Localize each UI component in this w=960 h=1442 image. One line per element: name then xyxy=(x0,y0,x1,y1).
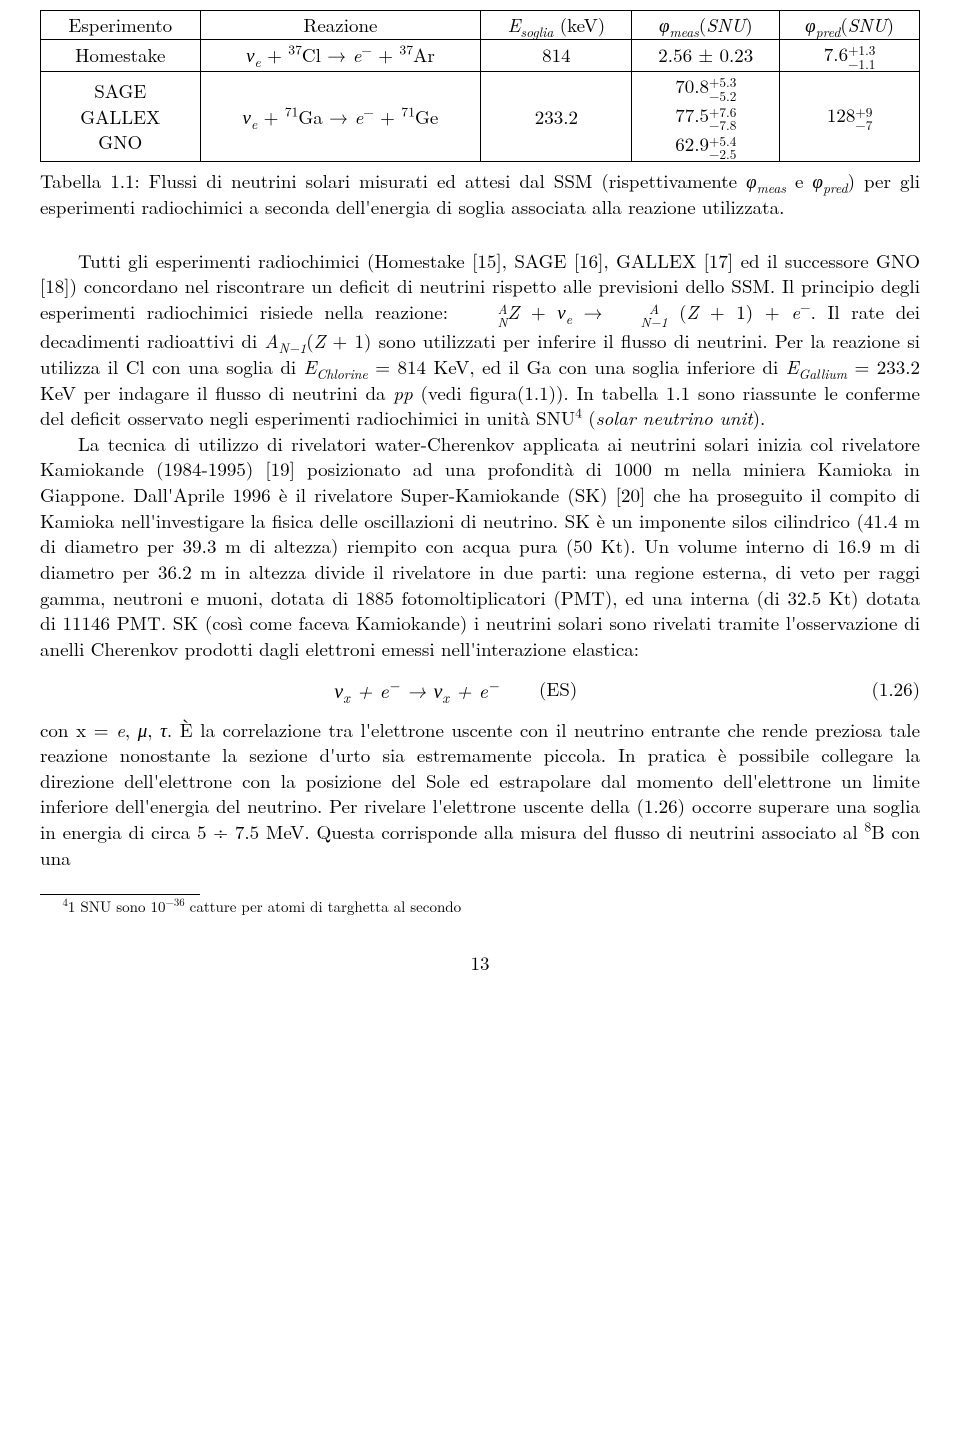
caption-label: Tabella 1.1: xyxy=(40,167,140,194)
paragraph-2: La tecnica di utilizzo di rivelatori wat… xyxy=(40,431,920,662)
table-row: SAGE GALLEX GNO νe + 71Ga → e− + 71Ge 23… xyxy=(41,71,920,162)
table-caption: Tabella 1.1: Flussi di neutrini solari m… xyxy=(40,168,920,219)
cell-esoglia: 814 xyxy=(481,39,632,71)
equation-number: (1.26) xyxy=(871,676,920,702)
cell-exp: Homestake xyxy=(41,39,201,71)
table-header-row: Esperimento Reazione Esoglia (keV) φmeas… xyxy=(41,11,920,40)
table-row: Homestake νe + 37Cl → e− + 37Ar 814 2.56… xyxy=(41,39,920,71)
col-phimeas: φmeas(SNU) xyxy=(632,11,780,40)
cell-reaction: νe + 71Ga → e− + 71Ge xyxy=(200,71,481,162)
cell-esoglia: 233.2 xyxy=(481,71,632,162)
cell-phipred: 128+9−7 xyxy=(780,71,920,162)
cell-reaction: νe + 37Cl → e− + 37Ar xyxy=(200,39,481,71)
equation-tag: (ES) xyxy=(539,676,577,702)
cell-phimeas: 2.56 ± 0.23 xyxy=(632,39,780,71)
paragraph-3: con x = e, μ, τ. È la correlazione tra l… xyxy=(40,717,920,871)
paragraph-1: Tutti gli esperimenti radiochimici (Home… xyxy=(40,248,920,431)
footnote-4: 41 SNU sono 10−36 catture per atomi di t… xyxy=(40,897,920,917)
equation-formula: νx + e− → νx + e− xyxy=(334,676,499,703)
col-esperimento: Esperimento xyxy=(41,11,201,40)
equation-1-26: νx + e− → νx + e− (ES) (1.26) xyxy=(40,676,920,703)
experiment-table: Esperimento Reazione Esoglia (keV) φmeas… xyxy=(40,10,920,162)
col-esoglia: Esoglia (keV) xyxy=(481,11,632,40)
cell-exp-group: SAGE GALLEX GNO xyxy=(41,71,201,162)
col-phipred: φpred(SNU) xyxy=(780,11,920,40)
page-number: 13 xyxy=(40,950,920,976)
cell-phipred: 7.6+1.3−1.1 xyxy=(780,39,920,71)
cell-phimeas-group: 70.8+5.3−5.2 77.5+7.6−7.8 62.9+5.4−2.5 xyxy=(632,71,780,162)
col-reazione: Reazione xyxy=(200,11,481,40)
